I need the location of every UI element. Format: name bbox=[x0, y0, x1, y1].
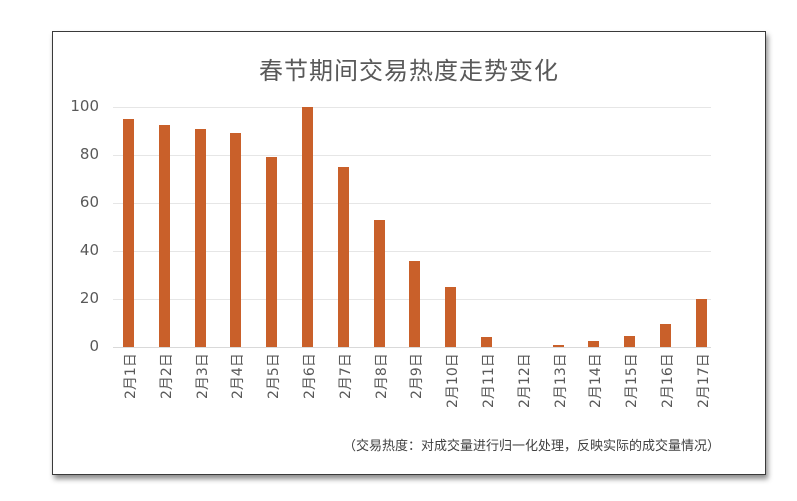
x-tick-label: 2月4日 bbox=[230, 353, 247, 399]
bar bbox=[445, 287, 457, 347]
x-tick-label: 2月11日 bbox=[481, 353, 497, 408]
bar bbox=[552, 344, 564, 347]
x-tick-label: 2月15日 bbox=[624, 353, 641, 408]
chart-title: 春节期间交易热度走势变化 bbox=[259, 57, 559, 85]
bar bbox=[302, 107, 313, 347]
x-tick-label: 2月12日 bbox=[516, 353, 533, 408]
chart-annotation: （交易热度：对成交量进行归一化处理，反映实际的成交量情况） bbox=[342, 439, 720, 454]
y-tick-label: 20 bbox=[79, 289, 99, 307]
bar bbox=[266, 157, 278, 347]
gridline bbox=[113, 107, 711, 108]
x-tick-label: 2月3日 bbox=[194, 353, 211, 399]
y-tick-label: 60 bbox=[79, 193, 99, 211]
bar bbox=[158, 125, 170, 347]
bar bbox=[337, 167, 349, 347]
y-tick-label: 40 bbox=[79, 241, 99, 259]
bar bbox=[230, 133, 242, 347]
x-tick-label: 2月16日 bbox=[660, 353, 676, 408]
gridline bbox=[113, 251, 711, 252]
x-tick-label: 2月9日 bbox=[409, 353, 426, 399]
gridline bbox=[113, 347, 711, 348]
x-tick-label: 2月6日 bbox=[302, 353, 318, 399]
x-tick-label: 2月7日 bbox=[337, 353, 354, 399]
gridline bbox=[113, 155, 711, 156]
x-tick-label: 2月14日 bbox=[588, 353, 605, 408]
x-tick-label: 2月1日 bbox=[123, 353, 139, 399]
y-tick-label: 80 bbox=[79, 145, 99, 163]
gridline bbox=[113, 203, 711, 204]
chart-frame: 春节期间交易热度走势变化 0 20 40 60 80 100 2月1日 2月2日 2月3日 2月4… bbox=[52, 31, 766, 475]
bar bbox=[123, 119, 134, 347]
x-tick-label: 2月10日 bbox=[445, 353, 462, 408]
x-tick-label: 2月17日 bbox=[695, 353, 712, 408]
y-tick-label: 0 bbox=[89, 337, 99, 355]
bar bbox=[588, 341, 600, 347]
x-tick-label: 2月2日 bbox=[158, 353, 175, 399]
bar bbox=[481, 337, 492, 347]
bar bbox=[624, 336, 636, 347]
bar bbox=[373, 219, 385, 347]
x-tick-label: 2月13日 bbox=[552, 353, 569, 408]
bar bbox=[695, 299, 707, 347]
x-tick-label: 2月5日 bbox=[266, 353, 283, 399]
plot-area: 0 20 40 60 80 100 2月1日 2月2日 2月3日 2月4日 2月5日 2月6日 2月7日… bbox=[53, 32, 765, 474]
bar bbox=[660, 324, 671, 347]
x-tick-label: 2月8日 bbox=[373, 353, 390, 399]
y-tick-label: 100 bbox=[70, 97, 99, 115]
bar bbox=[194, 128, 206, 347]
bar bbox=[409, 260, 421, 347]
